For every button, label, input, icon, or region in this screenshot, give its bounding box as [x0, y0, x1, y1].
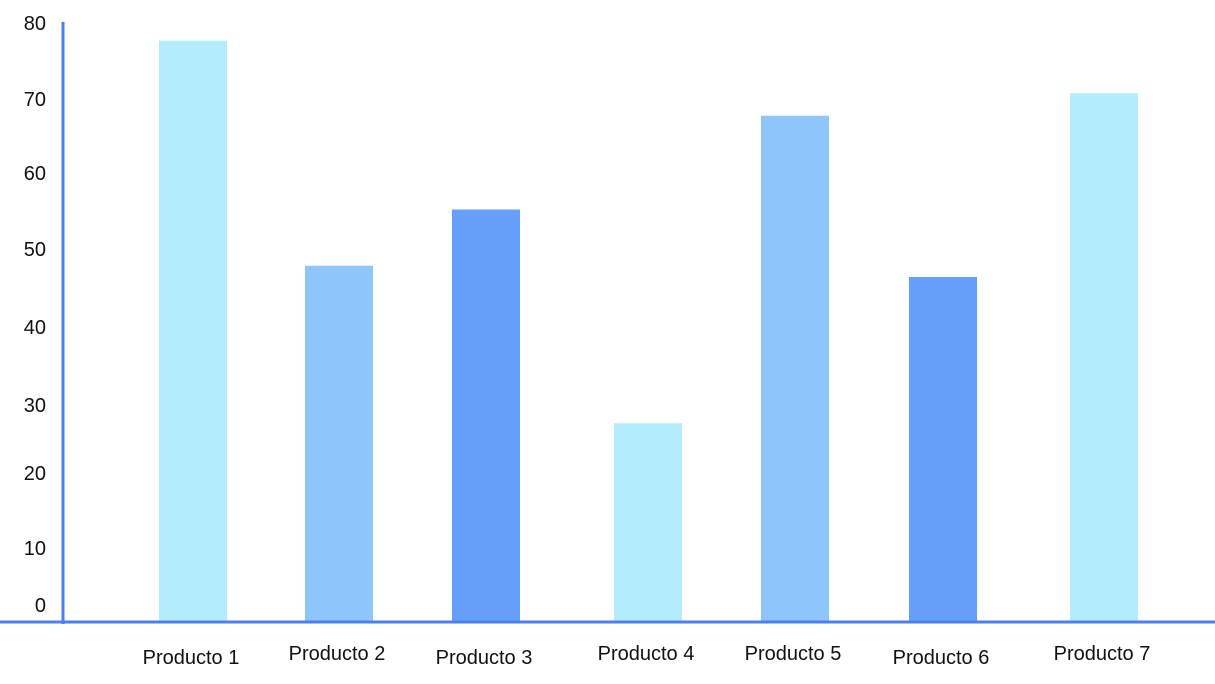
x-category-label-5: Producto 5 — [745, 643, 842, 665]
y-tick-label-0: 0 — [35, 595, 46, 617]
bar-7 — [1070, 93, 1138, 622]
y-tick-label-80: 80 — [24, 13, 46, 35]
bar-2 — [305, 265, 373, 622]
x-category-label-7: Producto 7 — [1054, 643, 1151, 665]
y-tick-label-50: 50 — [24, 239, 46, 261]
bar-6 — [909, 277, 977, 622]
x-category-label-2: Producto 2 — [289, 643, 386, 665]
bar-5 — [761, 115, 829, 622]
x-category-label-6: Producto 6 — [893, 647, 990, 669]
x-category-label-3: Producto 3 — [436, 647, 533, 669]
bar-3 — [452, 209, 520, 622]
bar-4 — [614, 423, 682, 622]
y-tick-label-30: 30 — [24, 395, 46, 417]
bar-1 — [159, 40, 227, 622]
y-tick-label-40: 40 — [24, 317, 46, 339]
x-category-label-1: Producto 1 — [143, 647, 240, 669]
y-tick-label-60: 60 — [24, 163, 46, 185]
y-tick-label-70: 70 — [24, 89, 46, 111]
y-tick-labels: 0 10 20 30 40 50 60 70 80 — [24, 13, 46, 617]
x-category-label-4: Producto 4 — [598, 643, 695, 665]
y-tick-label-10: 10 — [24, 538, 46, 560]
x-category-labels: Producto 1 Producto 2 Producto 3 Producto 4… — [143, 643, 1151, 669]
bars-group — [159, 40, 1138, 622]
y-tick-label-20: 20 — [24, 463, 46, 485]
